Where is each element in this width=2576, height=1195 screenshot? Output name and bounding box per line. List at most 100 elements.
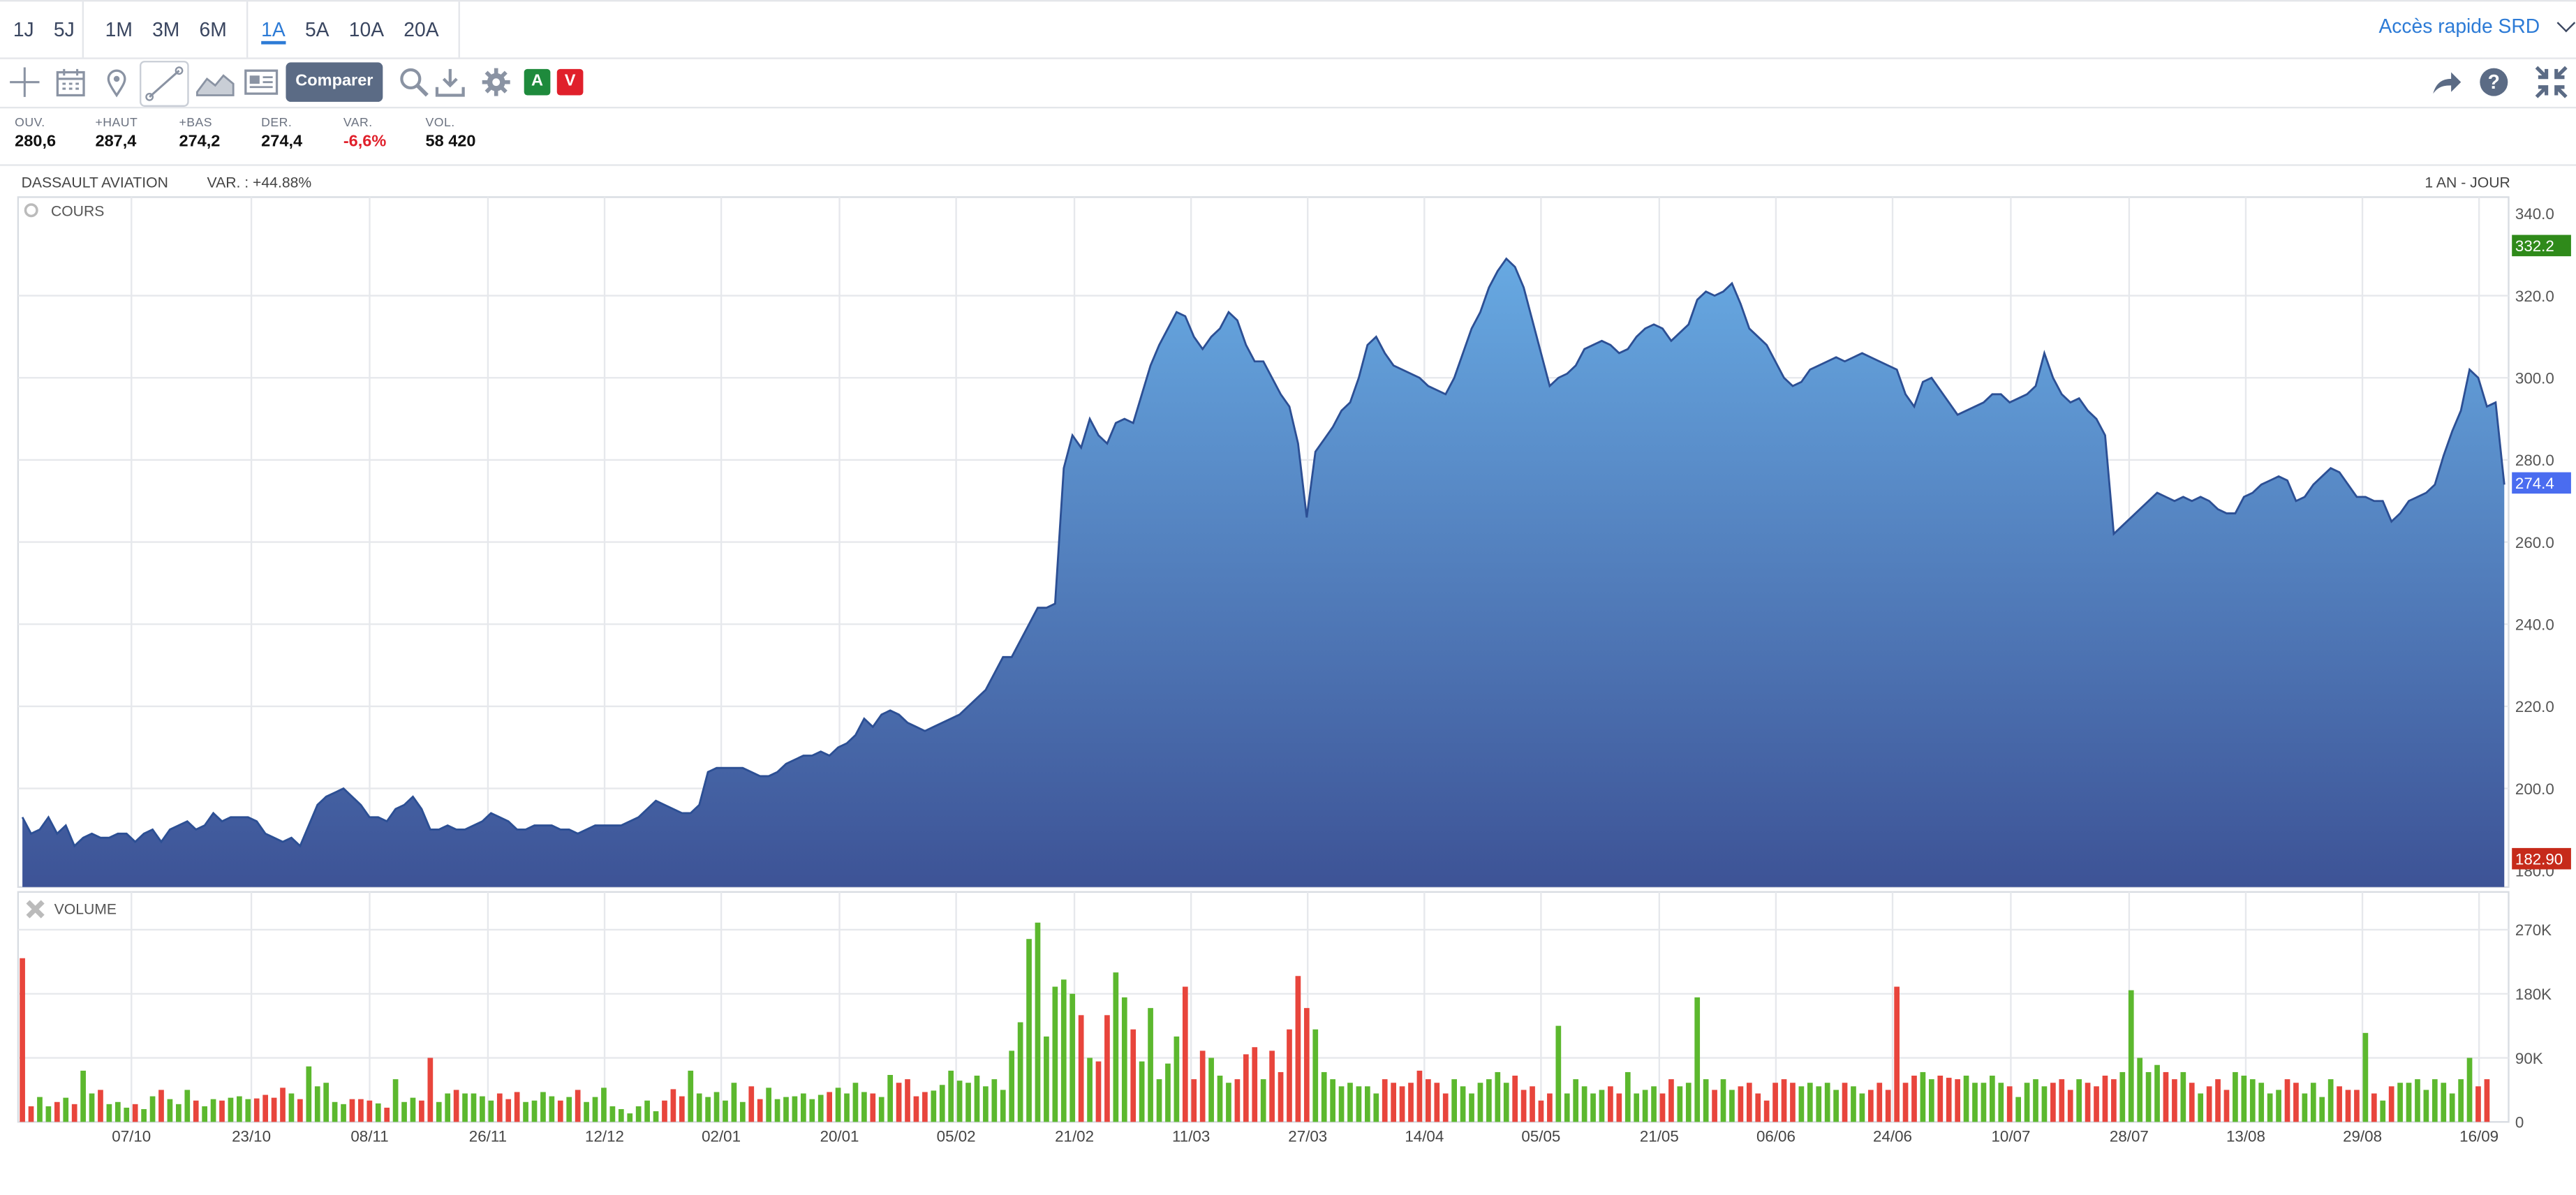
x-tick-label: 26/11: [469, 1128, 507, 1145]
volume-bar: [2163, 1071, 2169, 1122]
volume-bar: [1260, 1079, 1266, 1122]
volume-bar: [349, 1099, 355, 1122]
volume-bar: [2154, 1064, 2160, 1122]
volume-bar: [2198, 1093, 2204, 1122]
collapse-icon[interactable]: [2530, 57, 2573, 107]
y-tick-label: 240.0: [2515, 616, 2554, 633]
volume-bar: [1287, 1029, 1292, 1122]
volume-bar: [991, 1079, 998, 1122]
close-icon[interactable]: [26, 900, 45, 919]
volume-bar: [1651, 1086, 1657, 1122]
volume-bar: [71, 1104, 77, 1122]
buy-button[interactable]: A: [524, 68, 551, 96]
calendar-icon[interactable]: [52, 57, 89, 107]
volume-bar: [965, 1083, 971, 1122]
volume-bar: [314, 1086, 320, 1122]
volume-bar: [1642, 1090, 1648, 1122]
period-5y-button[interactable]: 5A: [304, 17, 330, 41]
volume-bar: [2423, 1090, 2429, 1122]
gear-icon[interactable]: [24, 203, 38, 218]
high-price-tag: 332.2: [2515, 237, 2554, 255]
volume-tick-label: 180K: [2515, 986, 2552, 1003]
volume-bar: [1859, 1093, 1865, 1122]
volume-bar: [175, 1104, 182, 1122]
volume-bar: [2128, 990, 2134, 1122]
volume-bar: [280, 1088, 286, 1122]
volume-bar: [332, 1101, 338, 1122]
low-price-tag: 182.90: [2515, 850, 2563, 868]
pin-icon[interactable]: [98, 57, 135, 107]
period-5d-button[interactable]: 5J: [53, 17, 75, 41]
volume-bar: [367, 1100, 373, 1122]
volume-bar: [1781, 1079, 1787, 1122]
volume-bar: [1503, 1083, 1509, 1122]
period-20y-button[interactable]: 20A: [404, 17, 439, 41]
period-1m-button[interactable]: 1M: [105, 17, 133, 41]
volume-bar: [2076, 1079, 2082, 1122]
area-chart-icon[interactable]: [194, 57, 237, 107]
volume-bar: [1928, 1079, 1934, 1122]
volume-bar: [2085, 1083, 2091, 1122]
news-icon[interactable]: [242, 57, 281, 107]
volume-bar: [2241, 1076, 2247, 1122]
volume-bar: [1867, 1090, 1874, 1122]
volume-tick-label: 0: [2515, 1114, 2524, 1131]
volume-bar: [2111, 1079, 2117, 1122]
x-tick-label: 24/06: [1873, 1128, 1912, 1145]
volume-bar: [1712, 1090, 1717, 1122]
volume-bar: [1321, 1071, 1327, 1122]
x-tick-label: 12/12: [585, 1128, 624, 1145]
volume-bar: [1972, 1083, 1978, 1122]
download-icon[interactable]: [432, 57, 468, 107]
volume-bar: [635, 1106, 642, 1122]
volume-bar: [531, 1100, 538, 1122]
x-tick-label: 27/03: [1288, 1128, 1327, 1145]
quick-access-srd-link[interactable]: Accès rapide SRD: [2378, 15, 2540, 38]
price-line: [21, 257, 2505, 848]
volume-bar: [1252, 1047, 1258, 1122]
volume-bar: [2415, 1079, 2420, 1122]
price-volume-chart[interactable]: 07/10 23/10 08/11 26/11 12/12 02/01 20/01 05/02…: [0, 0, 2576, 1159]
help-icon[interactable]: ?: [2475, 57, 2512, 107]
period-3m-button[interactable]: 3M: [152, 17, 180, 41]
crosshair-icon[interactable]: [6, 57, 43, 107]
volume-bar: [983, 1086, 989, 1122]
compare-button[interactable]: Comparer: [286, 62, 383, 102]
zoom-icon[interactable]: [396, 57, 432, 107]
volume-bar: [505, 1099, 512, 1122]
volume-bar: [913, 1096, 919, 1122]
volume-bar: [1685, 1083, 1692, 1122]
volume-bar: [2233, 1071, 2238, 1122]
period-1y-button[interactable]: 1A: [251, 1, 295, 57]
volume-bar: [2119, 1071, 2126, 1122]
volume-bar: [1269, 1051, 1275, 1122]
period-10y-button[interactable]: 10A: [348, 17, 385, 41]
share-icon[interactable]: [2428, 57, 2464, 107]
volume-bar: [2388, 1086, 2394, 1122]
x-tick-label: 13/08: [2226, 1128, 2265, 1145]
trendline-icon[interactable]: [140, 61, 189, 107]
volume-bar: [1373, 1093, 1379, 1122]
volume-bar: [1885, 1090, 1891, 1122]
volume-bar: [488, 1100, 494, 1122]
volume-bar: [63, 1097, 69, 1122]
period-6m-button[interactable]: 6M: [199, 17, 227, 41]
period-1d-button[interactable]: 1J: [13, 17, 34, 41]
y-tick-label: 260.0: [2515, 534, 2554, 551]
volume-bar: [1937, 1076, 1944, 1122]
volume-bar: [956, 1081, 963, 1122]
volume-bar: [141, 1108, 147, 1122]
volume-bar: [1512, 1076, 1518, 1122]
volume-bar: [45, 1106, 52, 1122]
volume-bar: [427, 1057, 434, 1122]
volume-bar: [688, 1070, 694, 1122]
volume-bar: [1703, 1079, 1709, 1122]
volume-bar: [939, 1085, 945, 1122]
y-tick-label: 300.0: [2515, 369, 2554, 387]
volume-bar: [1356, 1086, 1362, 1122]
gear-icon[interactable]: [478, 57, 515, 107]
period-group-short: 1J 5J: [3, 1, 84, 58]
sell-button[interactable]: V: [556, 68, 584, 96]
volume-bar: [1894, 986, 1900, 1122]
y-tick-label: 280.0: [2515, 452, 2554, 469]
